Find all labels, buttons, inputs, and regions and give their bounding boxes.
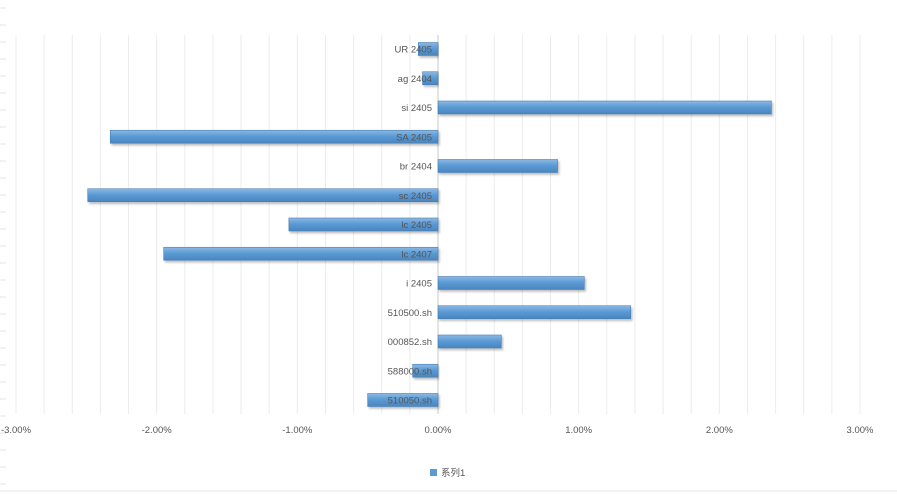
- bar: [418, 42, 439, 56]
- category-label: ag 2404: [398, 74, 432, 85]
- bar: [437, 159, 558, 173]
- category-label: 510500.sh: [388, 308, 432, 319]
- bar: [288, 217, 439, 232]
- category-label: 510050.sh: [388, 396, 432, 407]
- category-label: br 2404: [400, 162, 432, 173]
- x-tick-label: 0.00%: [425, 425, 452, 436]
- category-label: lc 2407: [401, 249, 432, 260]
- bar: [437, 100, 772, 115]
- spreadsheet-gridlines: [0, 7, 897, 492]
- category-label: sc 2405: [399, 191, 432, 202]
- x-axis-ticks: -3.00% -2.00% -1.00% 0.00% 1.00% 2.00% 3.00%: [1, 425, 874, 436]
- category-label: SA 2405: [396, 132, 432, 143]
- category-label: 000852.sh: [388, 337, 432, 348]
- category-label: 588000.sh: [388, 366, 432, 377]
- x-tick-label: -3.00%: [1, 425, 32, 436]
- bars: [87, 42, 772, 407]
- bar: [163, 246, 439, 261]
- gridlines: [15, 35, 861, 414]
- x-tick-label: 3.00%: [847, 425, 874, 436]
- category-label: lc 2405: [401, 220, 432, 231]
- x-tick-label: 1.00%: [565, 425, 592, 436]
- bar: [437, 276, 585, 290]
- bar: [109, 129, 439, 144]
- legend: 系列1: [430, 467, 465, 479]
- bar: [412, 363, 439, 378]
- bar: [367, 393, 439, 407]
- x-tick-label: -1.00%: [282, 425, 313, 436]
- category-labels: UR 2405 ag 2404 si 2405 SA 2405 br 2404 sc 24…: [388, 45, 432, 407]
- bar: [422, 71, 439, 86]
- x-tick-label: 2.00%: [706, 425, 733, 436]
- x-tick-label: -2.00%: [142, 425, 173, 436]
- bar: [87, 188, 439, 203]
- bar: [437, 305, 632, 320]
- legend-swatch: [430, 469, 437, 476]
- category-label: i 2405: [406, 279, 432, 290]
- legend-label: 系列1: [441, 467, 465, 479]
- category-label: UR 2405: [395, 45, 433, 56]
- bar: [437, 334, 502, 349]
- category-label: si 2405: [401, 103, 432, 114]
